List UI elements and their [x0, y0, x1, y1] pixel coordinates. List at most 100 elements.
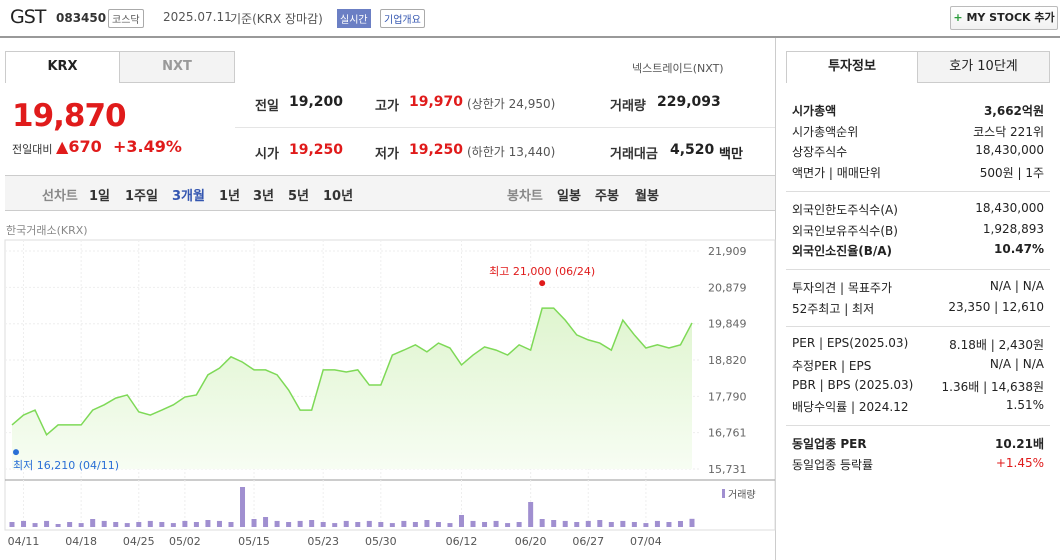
- y-tick-label: 17,790: [708, 390, 747, 403]
- period-tab[interactable]: 3개월: [172, 189, 205, 204]
- volume-bar: [447, 523, 453, 527]
- period-tab[interactable]: 1주일: [125, 189, 158, 204]
- info-label: 동일업종 등락률: [792, 457, 874, 472]
- quote-rule: [235, 127, 775, 128]
- info-label: 투자의견 | 목표주가: [792, 280, 892, 295]
- volume-bar: [666, 522, 672, 527]
- volume-bar: [147, 520, 153, 527]
- volume-bar: [631, 522, 637, 527]
- x-tick-label: 04/18: [65, 535, 97, 548]
- info-label: PER | EPS(2025.03): [792, 336, 909, 351]
- section-rule: [786, 326, 1050, 328]
- x-tick-label: 06/20: [515, 535, 547, 548]
- volume-bar: [309, 520, 315, 527]
- y-tick-label: 19,849: [708, 318, 747, 331]
- info-row: 액면가 | 매매단위 500원 | 1주: [792, 164, 1044, 181]
- quote-value: 19,970: [409, 94, 464, 110]
- quote-note: (하한가 13,440): [467, 145, 556, 159]
- x-tick-label: 05/02: [169, 535, 201, 548]
- my-stock-button[interactable]: + MY STOCK 추가: [950, 6, 1058, 30]
- volume-bar: [343, 520, 349, 527]
- volume-bar: [620, 520, 626, 527]
- info-row: 투자의견 | 목표주가 N/A | N/A: [792, 279, 1044, 296]
- volume-bar: [113, 522, 119, 527]
- info-value: 10.21배: [995, 437, 1044, 452]
- side-tab-orderbook[interactable]: 호가 10단계: [917, 51, 1050, 83]
- period-tab[interactable]: 1일: [89, 189, 111, 204]
- volume-bar: [101, 520, 107, 527]
- quote-label: 저가: [375, 147, 399, 162]
- price-line: [11, 307, 693, 437]
- overview-link[interactable]: 기업개요: [380, 9, 425, 28]
- period-tab[interactable]: 10년: [323, 189, 354, 204]
- candle-tab[interactable]: 일봉: [557, 189, 581, 204]
- volume-bar: [424, 520, 430, 527]
- volume-bar: [493, 520, 499, 527]
- info-label: 배당수익률 | 2024.12: [792, 400, 909, 415]
- info-label: 상장주식수: [792, 145, 848, 160]
- high-label: 최고 21,000 (06/24): [489, 265, 595, 278]
- candle-tab[interactable]: 월봉: [635, 189, 659, 204]
- stock-name: GST: [10, 6, 46, 28]
- current-price: 19,870: [12, 98, 127, 134]
- volume-bar: [505, 523, 511, 527]
- volume-bar: [551, 520, 557, 527]
- info-label: 외국인보유주식수(B): [792, 223, 898, 238]
- volume-bar: [159, 522, 165, 527]
- x-tick-label: 07/04: [630, 535, 662, 548]
- quote-label: 거래대금: [610, 147, 658, 162]
- quote-label: 고가: [375, 99, 399, 114]
- quote-note: 백만: [719, 147, 743, 162]
- nxt-link[interactable]: 넥스트레이드(NXT): [632, 62, 724, 75]
- quote-note: (상한가 24,950): [467, 97, 556, 111]
- period-tab[interactable]: 3년: [253, 189, 275, 204]
- market-tag: 코스닥: [108, 9, 144, 28]
- volume-bar: [320, 522, 326, 527]
- volume-legend-key: [722, 489, 725, 498]
- volume-bar: [597, 520, 603, 527]
- info-value: 1.36배 | 14,638원: [941, 379, 1044, 394]
- volume-bar: [55, 524, 61, 527]
- volume-bar: [263, 517, 269, 527]
- quote-value: 19,200: [289, 94, 344, 110]
- period-tab[interactable]: 5년: [288, 189, 310, 204]
- candle-group: 봉차트: [507, 189, 543, 204]
- volume-bar: [21, 520, 27, 527]
- tab-nxt[interactable]: NXT: [119, 51, 235, 83]
- info-value: +1.45%: [995, 455, 1044, 470]
- volume-bar: [435, 522, 441, 527]
- volume-bar: [654, 520, 660, 527]
- volume-bar: [32, 523, 38, 527]
- volume-legend: 거래량: [728, 489, 756, 501]
- price-area: [12, 308, 692, 469]
- volume-bar: [193, 522, 199, 527]
- volume-bar: [124, 523, 130, 527]
- period-tab[interactable]: 1년: [219, 189, 241, 204]
- basis: 기준(KRX 장마감): [230, 12, 323, 26]
- info-value: 23,350 | 12,610: [948, 299, 1044, 314]
- high-marker: [539, 280, 546, 287]
- info-value: 1.51%: [1005, 398, 1044, 413]
- y-tick-label: 20,879: [708, 281, 747, 294]
- info-row: 52주최고 | 최저 23,350 | 12,610: [792, 300, 1044, 317]
- info-value: 18,430,000: [975, 200, 1044, 215]
- date: 2025.07.11: [163, 10, 232, 24]
- volume-bar: [458, 515, 464, 527]
- section-rule: [786, 190, 1050, 192]
- volume-bar: [216, 520, 222, 527]
- volume-bar: [182, 520, 188, 527]
- quote-label: 전일: [255, 99, 279, 114]
- info-label: 시가총액: [792, 104, 837, 118]
- volume-bar: [286, 522, 292, 527]
- info-row: PER | EPS(2025.03) 8.18배 | 2,430원: [792, 336, 1044, 353]
- x-tick-label: 06/27: [572, 535, 604, 548]
- candle-tab[interactable]: 주봉: [595, 189, 619, 204]
- quote-label: 시가: [255, 147, 279, 162]
- quote-value: 19,250: [289, 142, 344, 158]
- realtime-badge[interactable]: 실시간: [337, 9, 371, 28]
- side-tab-info[interactable]: 투자정보: [786, 51, 918, 83]
- info-label: 52주최고 | 최저: [792, 301, 875, 316]
- y-tick-label: 21,909: [708, 245, 747, 258]
- volume-bar: [366, 520, 372, 527]
